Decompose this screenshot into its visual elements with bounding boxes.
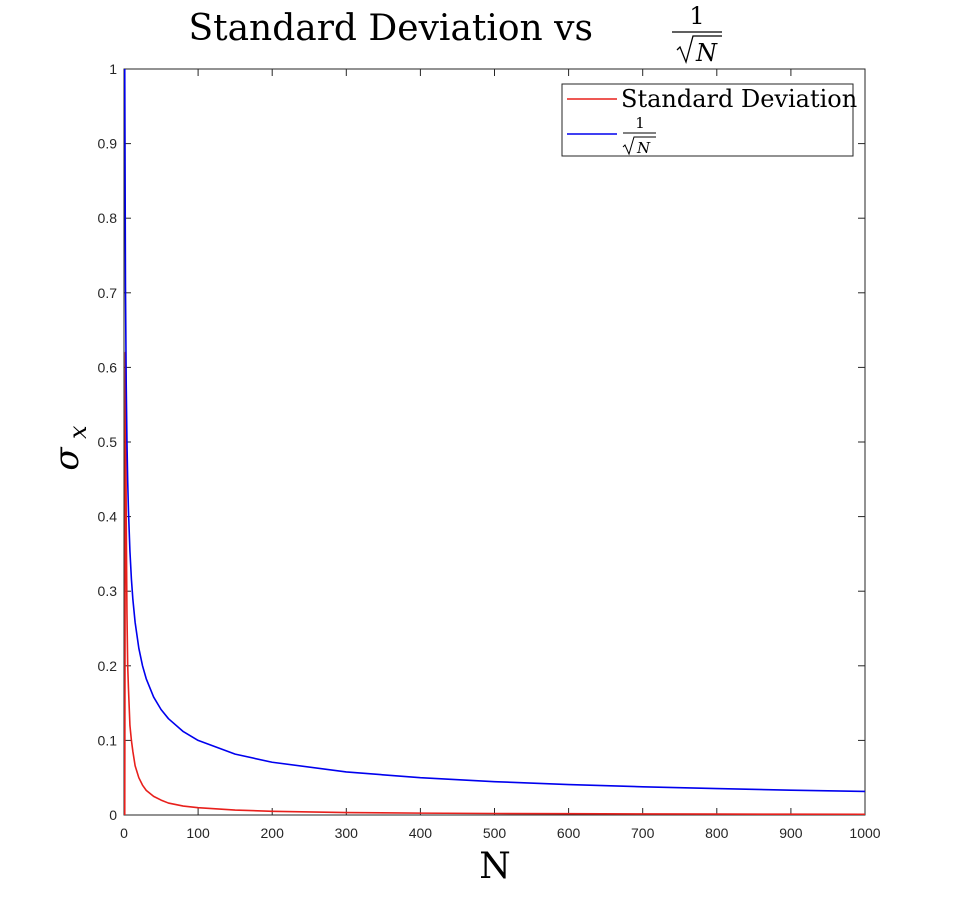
legend: Standard Deviation 1 N: [561, 83, 857, 157]
x-tick-label: 900: [779, 825, 803, 841]
y-tick-label: 0.8: [98, 210, 118, 226]
x-tick-label: 800: [705, 825, 729, 841]
title-text: Standard Deviation vs: [188, 8, 593, 49]
x-tick-label: 700: [631, 825, 655, 841]
x-tick-label: 100: [186, 825, 210, 841]
legend-box: [561, 83, 854, 157]
y-tick-label: 0.7: [98, 285, 118, 301]
y-axis-label: σ x: [47, 425, 92, 471]
y-tick-label: 0.3: [98, 583, 118, 599]
series-line-standard-deviation: [123, 351, 866, 816]
y-tick-label: 1: [109, 61, 117, 77]
y-tick-label: 0.9: [98, 136, 118, 152]
x-axis-label: N: [479, 846, 511, 887]
x-tick-label: 400: [409, 825, 433, 841]
chart-title: Standard Deviation vs 1 N: [188, 2, 722, 67]
y-tick-label: 0: [109, 807, 117, 823]
y-tick-label: 0.6: [98, 359, 118, 375]
y-tick-label: 0.4: [98, 509, 118, 525]
axis-ticks: [123, 68, 866, 816]
y-tick-label: 0.1: [98, 732, 118, 748]
title-frac-denominator: N: [695, 39, 718, 67]
x-tick-label: 600: [557, 825, 581, 841]
legend-sqrt-icon: [622, 136, 656, 156]
title-frac-numerator: 1: [689, 2, 704, 30]
y-tick-label: 0.2: [98, 658, 118, 674]
x-tick-label: 300: [335, 825, 359, 841]
legend-frac-numerator: 1: [635, 114, 645, 132]
x-tick-label: 0: [120, 825, 128, 841]
series-line-inverse-sqrt: [123, 68, 866, 793]
x-tick-label: 1000: [849, 825, 880, 841]
y-axis-label-symbol: σ: [47, 447, 87, 471]
series-lines: [123, 68, 866, 816]
title-sqrt-icon: [676, 35, 722, 65]
y-axis-label-subscript: x: [64, 425, 92, 439]
legend-label-standard-deviation: Standard Deviation: [621, 85, 857, 113]
plot-area: [123, 68, 866, 816]
axis-tick-labels: 0 100 200 300 400 500 600 700 800 900 1000 0 0.1 0.2 0…: [98, 61, 881, 841]
x-tick-label: 200: [261, 825, 285, 841]
x-tick-label: 500: [483, 825, 507, 841]
y-tick-label: 0.5: [98, 434, 118, 450]
legend-frac-denominator: N: [636, 139, 651, 157]
